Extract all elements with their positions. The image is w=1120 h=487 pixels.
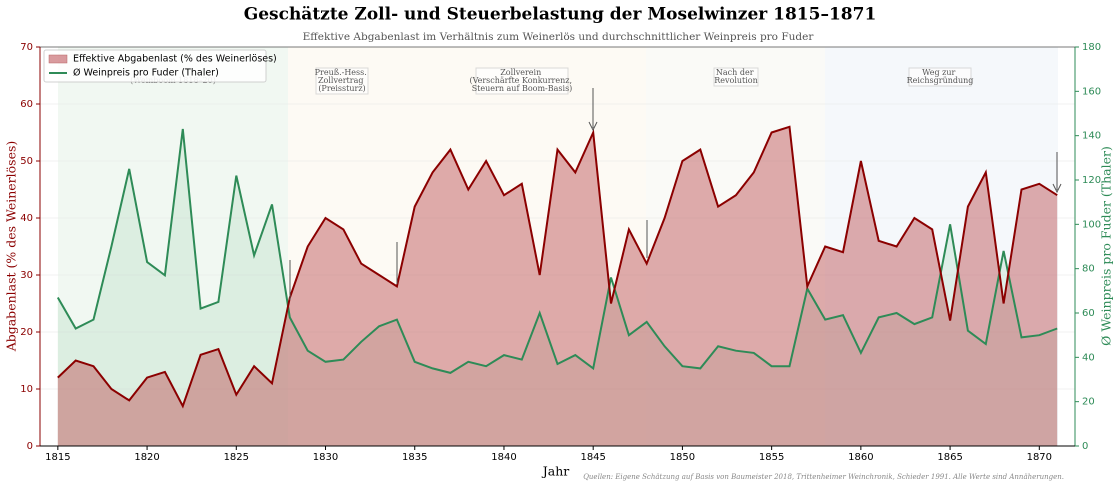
y2-tick-label: 120 <box>1082 175 1101 186</box>
annotation: Zollverein (Verschärfte Konkurrenz, Steu… <box>469 68 574 93</box>
x-tick-label: 1855 <box>759 452 784 463</box>
markers <box>289 88 1062 300</box>
chart-subtitle: Effektive Abgabenlast im Verhältnis zum … <box>303 31 815 43</box>
x-tick-label: 1830 <box>313 452 338 463</box>
x-tick-label: 1860 <box>848 452 873 463</box>
y-tick-label: 10 <box>20 384 33 395</box>
x-tick-label: 1820 <box>134 452 159 463</box>
legend-label: Effektive Abgabenlast (% des Weinerlöses… <box>73 54 277 65</box>
area-fill <box>57 126 1058 447</box>
y-tick-label: 30 <box>20 270 33 281</box>
legend-label: Ø Weinpreis pro Fuder (Thaler) <box>73 68 219 79</box>
annotation: Preuß.-Hess. Zollvertrag (Preissturz) <box>315 68 370 93</box>
y-tick-label: 0 <box>27 441 33 452</box>
y-tick-label: 20 <box>20 327 33 338</box>
legend-box <box>43 49 267 83</box>
annotation-line: Reichsgründung <box>907 76 974 85</box>
annotation-line: Nach der <box>716 68 754 77</box>
x-axis-label: Jahr <box>541 464 570 479</box>
y2-tick-label: 60 <box>1082 308 1095 319</box>
x-tick-label: 1845 <box>580 452 605 463</box>
annotation-box <box>475 67 569 95</box>
y2-tick-label: 160 <box>1082 86 1101 97</box>
x-tick-label: 1825 <box>224 452 249 463</box>
y-tick-label: 40 <box>20 213 33 224</box>
annotation-box <box>315 67 369 95</box>
annotation-line: Preuß.-Hess. <box>315 68 367 77</box>
y2-tick-label: 0 <box>1082 441 1088 452</box>
annotation-line: Zollvertrag <box>318 76 364 85</box>
annotation-line: (Preissturz) <box>318 84 365 93</box>
annotation-box <box>713 67 759 87</box>
plot: 0 10 20 30 40 50 60 70 0 20 40 60 80 100 120 140 160 180 1… <box>20 42 1101 463</box>
y2-tick-label: 140 <box>1082 131 1101 142</box>
y2-tick-label: 180 <box>1082 42 1101 53</box>
source-note: Quellen: Eigene Schätzung auf Basis von … <box>583 473 1064 481</box>
x-tick-label: 1840 <box>491 452 516 463</box>
annotation: Weg zur Reichsgründung <box>907 68 974 85</box>
legend-swatch <box>48 54 68 64</box>
x-tick-label: 1850 <box>670 452 695 463</box>
y-tick-label: 70 <box>20 42 33 53</box>
x-tick-label: 1870 <box>1027 452 1052 463</box>
y2-tick-label: 20 <box>1082 397 1095 408</box>
marker-arrow <box>1052 183 1062 194</box>
y-axis-label: Abgabenlast (% des Weinerlöses) <box>4 141 19 353</box>
annotation-box <box>908 67 972 87</box>
series-line <box>56 128 1058 374</box>
x-tick-label: 1865 <box>937 452 962 463</box>
annotation-line: Weg zur <box>922 68 955 77</box>
y2-tick-label: 40 <box>1082 352 1095 363</box>
series-line <box>57 125 1058 409</box>
annotation-line: Revolution <box>714 76 758 85</box>
y-tick-label: 60 <box>20 99 33 110</box>
legend: Effektive Abgabenlast (% des Weinerlöses… <box>43 49 277 83</box>
marker-arrow <box>588 121 598 132</box>
annotation: Nach der Revolution <box>714 68 758 85</box>
y-tick-label: 50 <box>20 156 33 167</box>
chart-title: Geschätzte Zoll- und Steuerbelastung der… <box>244 5 877 25</box>
y2-tick-label: 100 <box>1082 219 1101 230</box>
x-tick-label: 1835 <box>402 452 427 463</box>
annotation-line: Zollverein <box>500 68 541 77</box>
annotation-line: (Verschärfte Konkurrenz, <box>469 76 572 85</box>
annotation-line: Steuern auf Boom-Basis) <box>472 84 573 93</box>
y2-axis-label: Ø Weinpreis pro Fuder (Thaler) <box>1099 146 1114 346</box>
y2-tick-label: 80 <box>1082 264 1095 275</box>
x-tick-label: 1815 <box>45 452 70 463</box>
